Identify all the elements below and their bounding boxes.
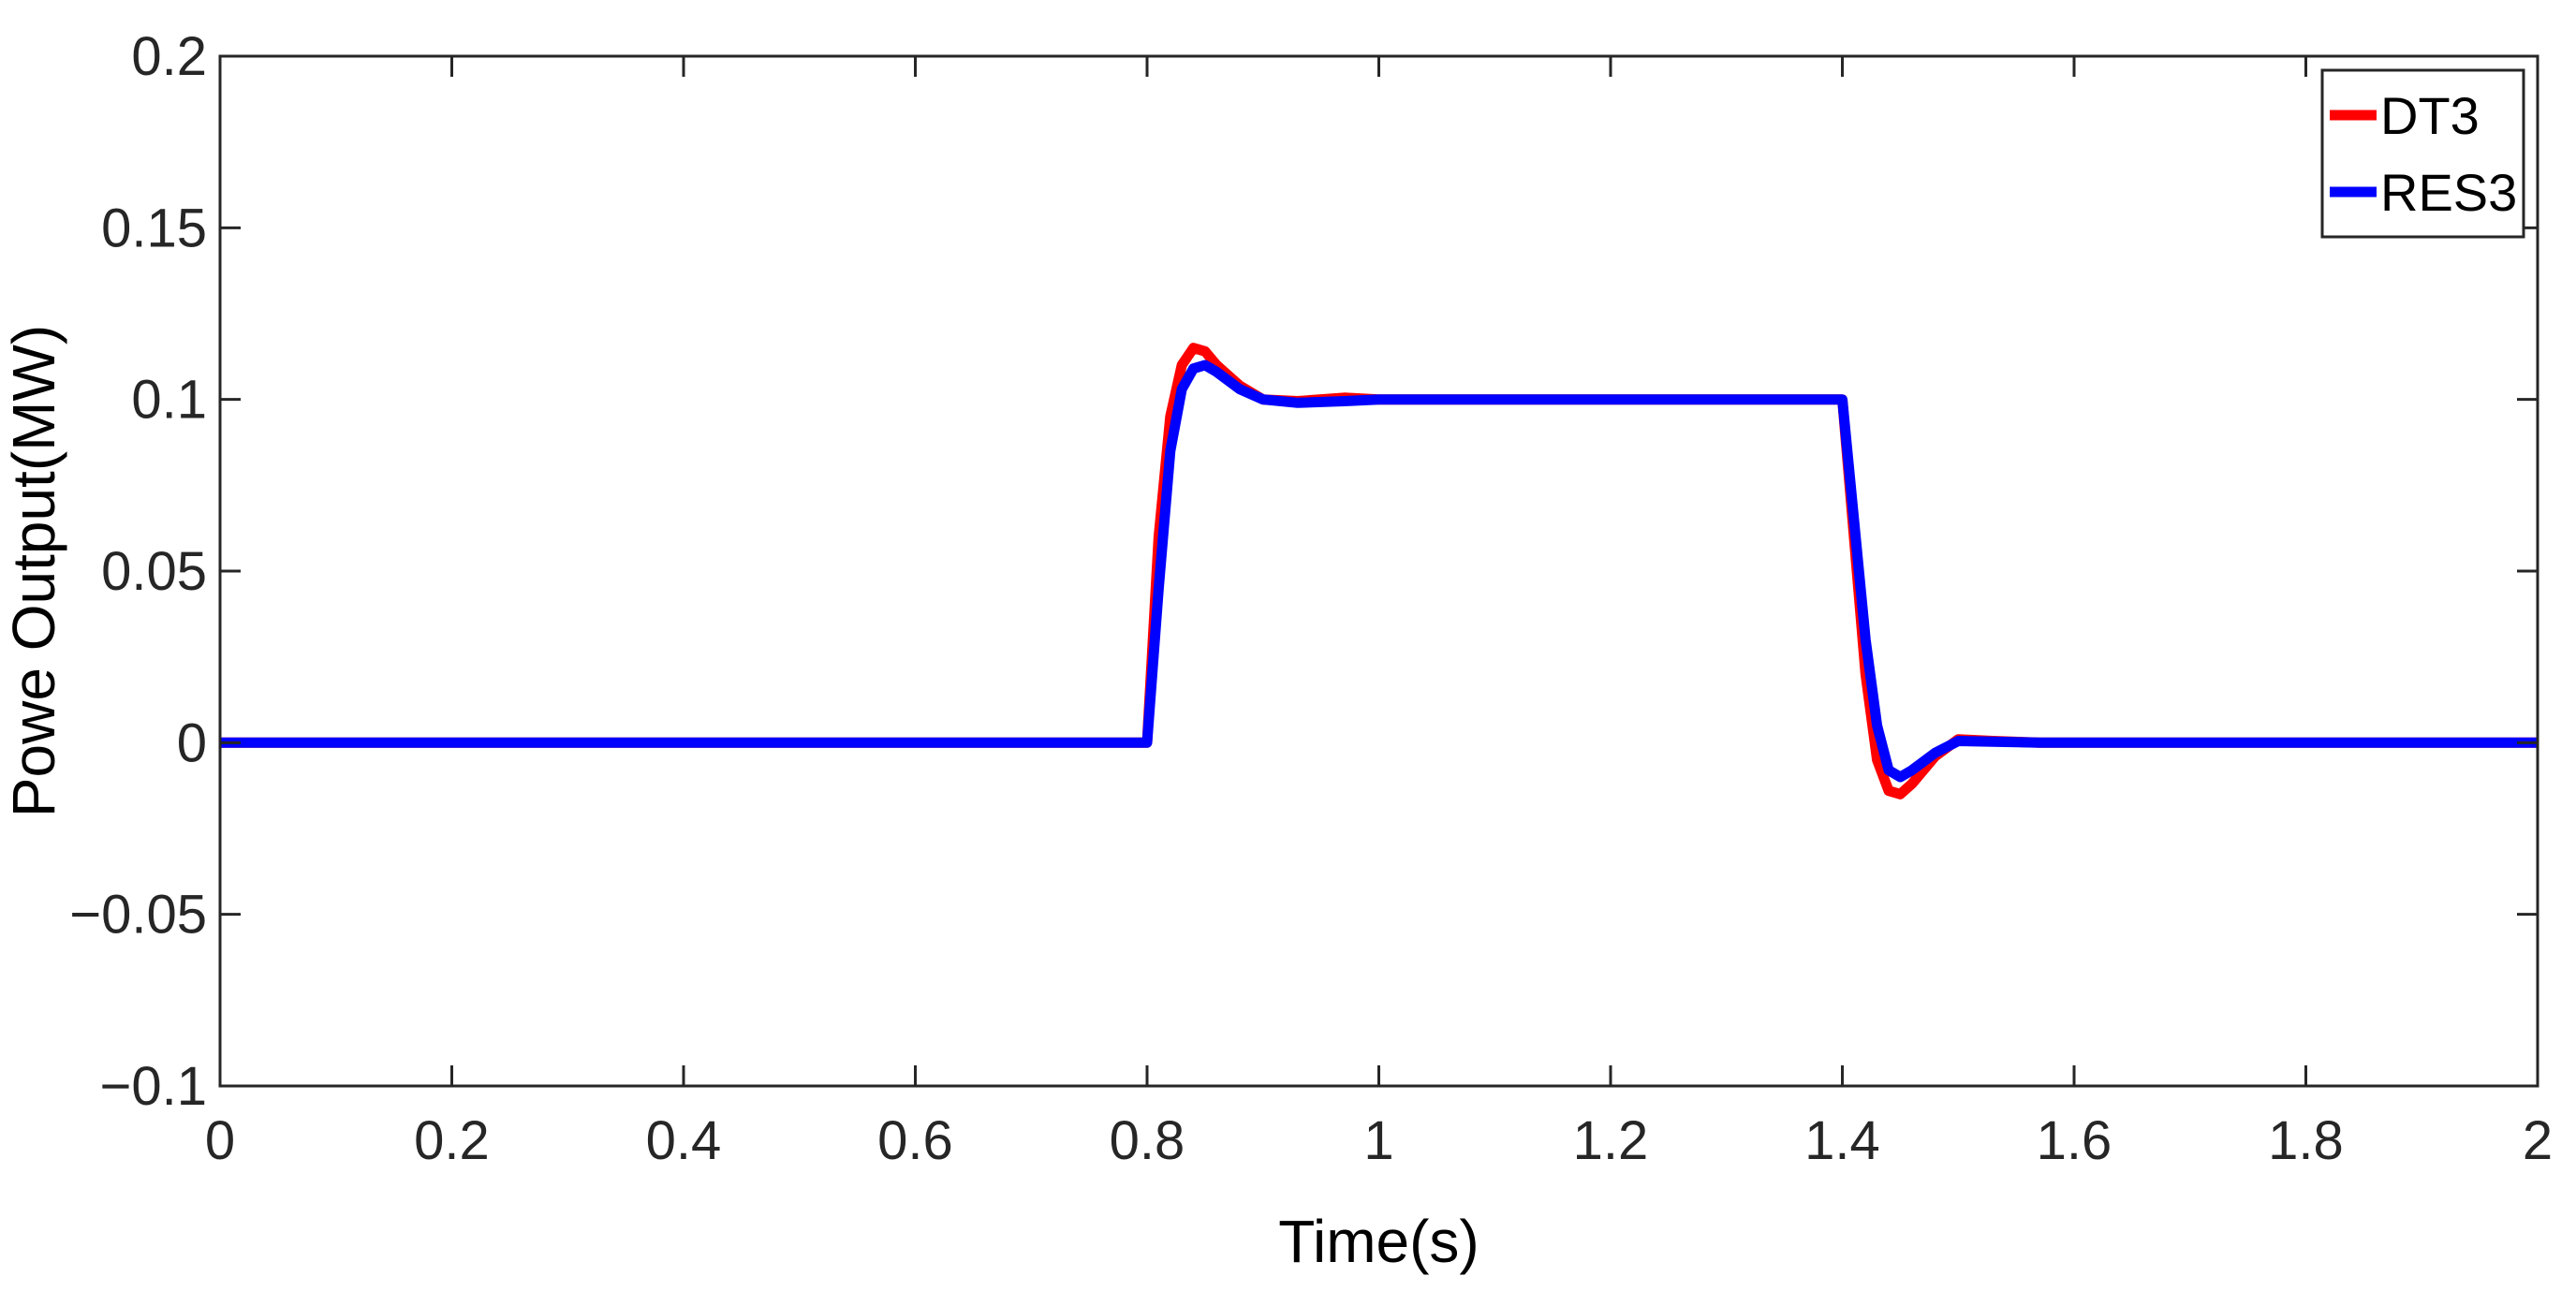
x-tick-label: 1.6 (2037, 1110, 2112, 1171)
legend-box (2320, 68, 2525, 239)
y-tick-label: 0.05 (101, 541, 207, 602)
x-tick-label: 2 (2523, 1110, 2553, 1171)
y-tick-label: 0 (177, 712, 207, 773)
legend-label: RES3 (2380, 163, 2517, 222)
legend-label: DT3 (2380, 86, 2480, 145)
x-axis: 0 0.2 0.4 0.6 0.8 1 1.2 1.4 1.6 1.8 2 (205, 56, 2553, 1171)
series-layer (220, 343, 2538, 800)
x-tick-label: 0.4 (646, 1110, 722, 1171)
y-tick-label: −0.1 (100, 1056, 208, 1117)
x-tick-label: 0.2 (414, 1110, 490, 1171)
x-tick-label: 1 (1363, 1110, 1393, 1171)
x-axis-label: Time(s) (1278, 1208, 1479, 1275)
x-tick-label: 0.6 (877, 1110, 953, 1171)
y-tick-label: −0.05 (69, 885, 207, 946)
y-tick-label: 0.15 (101, 198, 207, 258)
legend: DT3 RES3 (2320, 68, 2525, 239)
y-tick-label: 0.2 (131, 26, 207, 87)
y-tick-label: 0.1 (131, 370, 207, 431)
x-tick-label: 0.8 (1110, 1110, 1185, 1171)
y-axis: −0.1 −0.05 0 0.05 0.1 0.15 0.2 (69, 26, 2538, 1117)
x-tick-label: 1.2 (1573, 1110, 1649, 1171)
y-axis-label: Powe Output(MW) (0, 325, 67, 817)
x-tick-label: 1.8 (2268, 1110, 2344, 1171)
series-line-res3 (220, 359, 2538, 783)
x-tick-label: 1.4 (1804, 1110, 1880, 1171)
plot-area (220, 56, 2538, 1086)
x-tick-label: 0 (205, 1110, 235, 1171)
